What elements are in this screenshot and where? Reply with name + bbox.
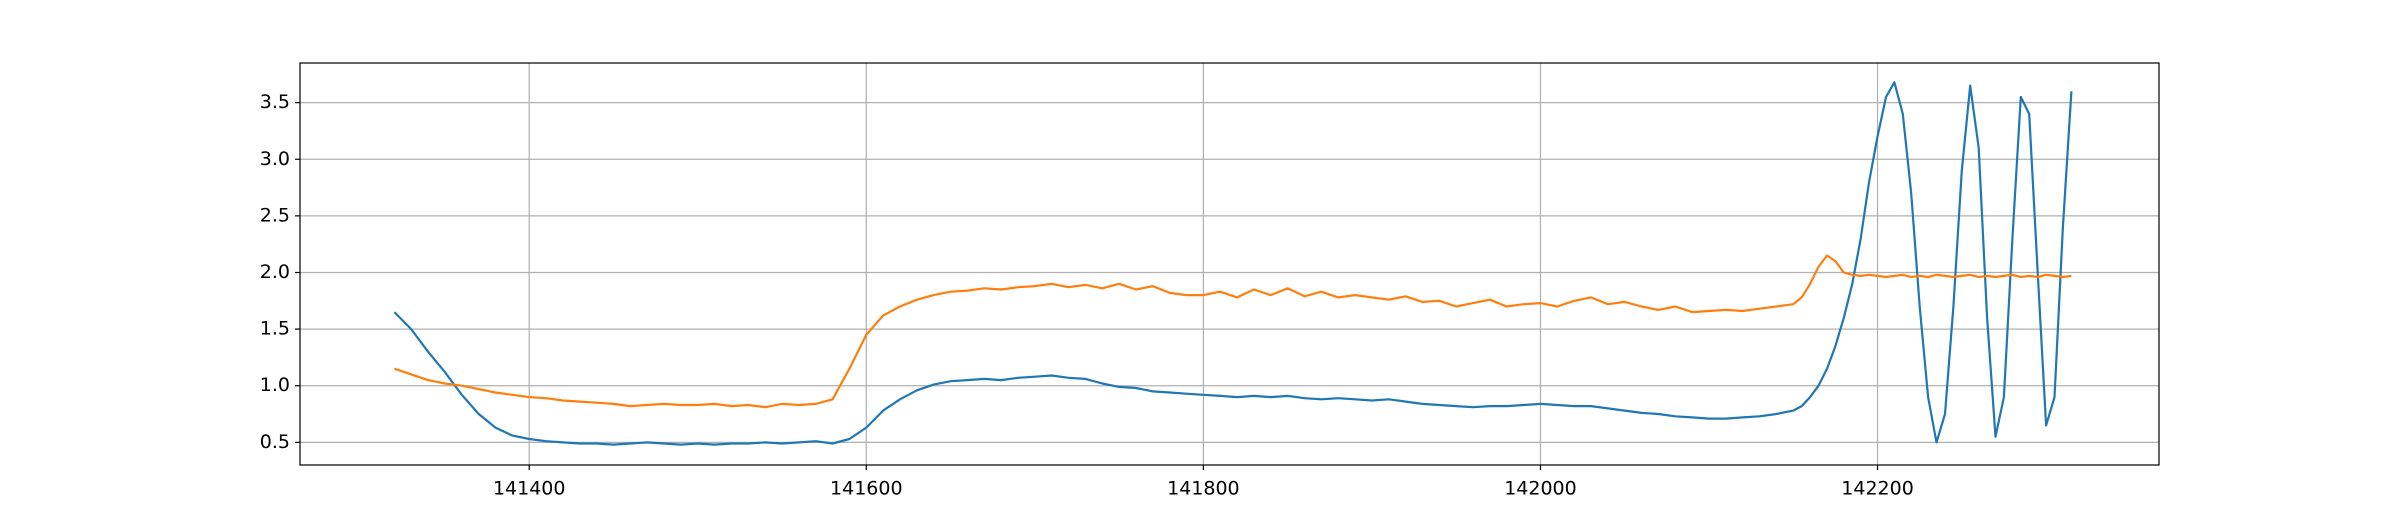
line-series [393, 81, 2073, 446]
x-tick-label: 142200 [1841, 478, 1914, 500]
line-series [394, 254, 2072, 409]
y-tick-label: 1.5 [260, 318, 290, 340]
y-tick-label: 2.5 [260, 204, 290, 226]
x-tick-label: 142000 [1504, 478, 1577, 500]
x-tick-label: 141800 [1167, 478, 1240, 500]
y-tick-label: 3.0 [260, 148, 290, 170]
x-tick-label: 141400 [493, 478, 566, 500]
y-tick-label: 0.5 [260, 431, 290, 453]
plot-frame [299, 62, 2160, 466]
y-tick-label: 2.0 [260, 261, 290, 283]
y-tick-label: 1.0 [260, 374, 290, 396]
y-tick-label: 3.5 [260, 91, 290, 113]
x-tick-label: 141600 [830, 478, 903, 500]
